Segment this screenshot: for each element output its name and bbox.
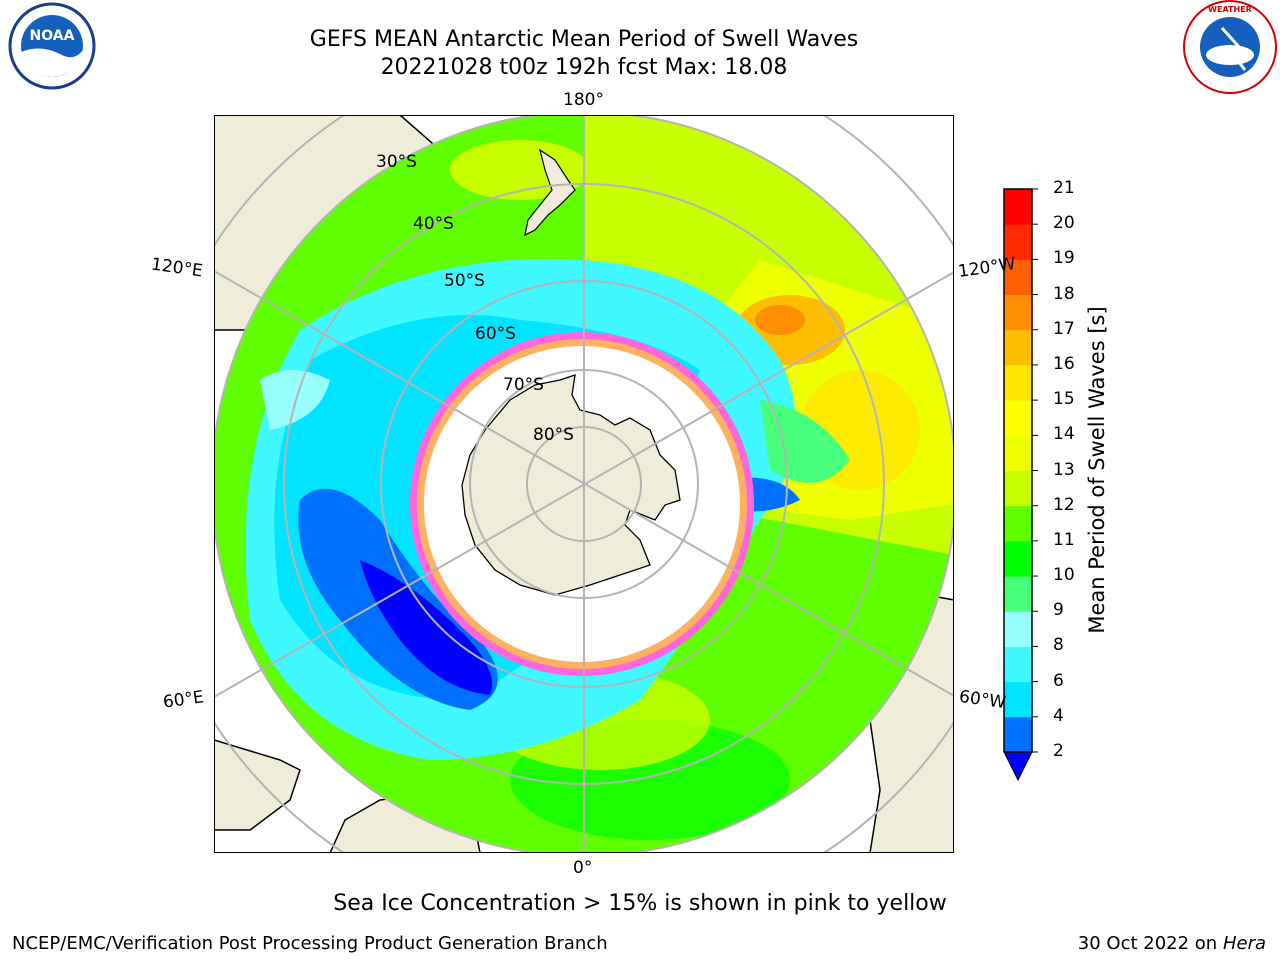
colorbar-segment xyxy=(1004,716,1032,753)
colorbar-tick-label: 10 xyxy=(1053,565,1075,586)
footer-credit: NCEP/EMC/Verification Post Processing Pr… xyxy=(12,933,608,954)
colorbar-segment xyxy=(1004,364,1032,401)
colorbar-tick-label: 20 xyxy=(1053,213,1075,234)
lat-label-30s: 30°S xyxy=(376,152,417,172)
lat-label-70s: 70°S xyxy=(503,375,544,395)
lat-label-40s: 40°S xyxy=(413,214,454,234)
noaa-logo: NOAA xyxy=(8,2,96,90)
lat-label-50s: 50°S xyxy=(444,271,485,291)
title-line-2: 20221028 t00z 192h fcst Max: 18.08 xyxy=(380,55,788,80)
colorbar-segment xyxy=(1004,400,1032,436)
lat-label-80s: 80°S xyxy=(533,425,574,445)
footer-date-text: 30 Oct 2022 on xyxy=(1077,933,1223,954)
title-line-1: GEFS MEAN Antarctic Mean Period of Swell… xyxy=(309,27,859,52)
colorbar-segment xyxy=(1004,224,1032,260)
colorbar-segment xyxy=(1004,259,1032,296)
colorbar-tick-label: 14 xyxy=(1053,424,1075,445)
lon-label-0: 0° xyxy=(573,858,593,878)
colorbar-tick-label: 12 xyxy=(1053,494,1075,515)
colorbar-tick-label: 8 xyxy=(1053,635,1064,656)
colorbar-label: Mean Period of Swell Waves [s] xyxy=(1085,306,1109,634)
colorbar-tick-label: 16 xyxy=(1053,353,1075,374)
svg-text:NOAA: NOAA xyxy=(30,28,75,44)
footer-host: Hera xyxy=(1222,933,1266,954)
colorbar-tick-label: 17 xyxy=(1053,318,1075,339)
colorbar xyxy=(1003,188,1038,782)
colorbar-segment xyxy=(1004,576,1032,612)
colorbar-segment xyxy=(1004,435,1032,471)
colorbar-segment xyxy=(1004,329,1032,366)
colorbar-segment xyxy=(1004,611,1032,647)
colorbar-tick-label: 15 xyxy=(1053,389,1075,410)
colorbar-segment xyxy=(1004,646,1032,683)
colorbar-tick-label: 13 xyxy=(1053,459,1075,480)
svg-text:WEATHER: WEATHER xyxy=(1208,5,1252,14)
colorbar-tick-label: 4 xyxy=(1053,705,1064,726)
colorbar-tick-label: 11 xyxy=(1053,529,1075,550)
nws-logo: WEATHER xyxy=(1183,0,1277,94)
colorbar-tick-label: 21 xyxy=(1053,178,1075,198)
graticule xyxy=(214,115,954,853)
colorbar-extend-triangle xyxy=(1003,751,1033,782)
footer-date: 30 Oct 2022 on Hera xyxy=(1078,933,1266,954)
colorbar-segment xyxy=(1004,540,1032,577)
colorbar-tick-label: 2 xyxy=(1053,741,1064,761)
sea-ice-note: Sea Ice Concentration > 15% is shown in … xyxy=(333,891,947,916)
colorbar-tick-label: 9 xyxy=(1053,600,1064,621)
colorbar-segment xyxy=(1004,294,1032,331)
lat-label-60s: 60°S xyxy=(475,324,516,344)
lon-label-180: 180° xyxy=(563,90,604,110)
colorbar-segment xyxy=(1004,505,1032,542)
colorbar-segment xyxy=(1004,681,1032,718)
antarctica-landmass xyxy=(461,374,681,596)
new-zealand xyxy=(524,148,576,237)
colorbar-segment xyxy=(1004,470,1032,507)
colorbar-tick-label: 18 xyxy=(1053,283,1075,304)
map-panel xyxy=(214,115,954,853)
colorbar-segment xyxy=(1004,189,1032,225)
colorbar-tick-label: 6 xyxy=(1053,670,1064,691)
colorbar-tick-label: 19 xyxy=(1053,248,1075,269)
